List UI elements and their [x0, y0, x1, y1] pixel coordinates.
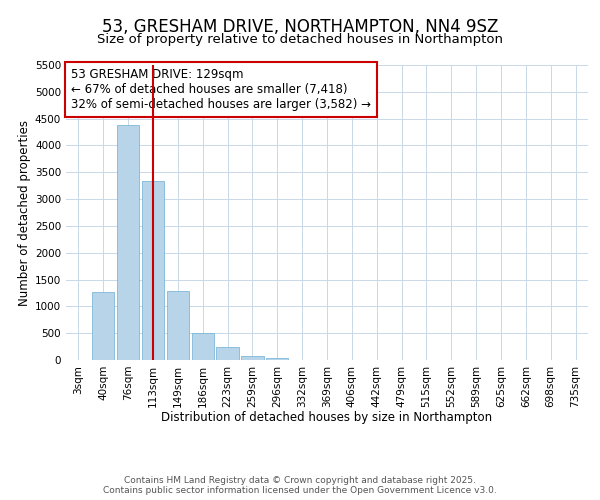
Bar [217, 347, 239, 360]
X-axis label: Distribution of detached houses by size in Northampton: Distribution of detached houses by size … [161, 411, 493, 424]
Y-axis label: Number of detached properties: Number of detached properties [18, 120, 31, 306]
Bar [266, 358, 289, 360]
Bar [241, 356, 263, 360]
Bar [142, 181, 164, 360]
Bar [191, 333, 214, 360]
Text: 53, GRESHAM DRIVE, NORTHAMPTON, NN4 9SZ: 53, GRESHAM DRIVE, NORTHAMPTON, NN4 9SZ [102, 18, 498, 36]
Bar [167, 291, 189, 360]
Bar [117, 125, 139, 360]
Text: Contains HM Land Registry data © Crown copyright and database right 2025.: Contains HM Land Registry data © Crown c… [124, 476, 476, 485]
Text: 53 GRESHAM DRIVE: 129sqm
← 67% of detached houses are smaller (7,418)
32% of sem: 53 GRESHAM DRIVE: 129sqm ← 67% of detach… [71, 68, 371, 111]
Text: Size of property relative to detached houses in Northampton: Size of property relative to detached ho… [97, 32, 503, 46]
Text: Contains public sector information licensed under the Open Government Licence v3: Contains public sector information licen… [103, 486, 497, 495]
Bar [92, 292, 115, 360]
